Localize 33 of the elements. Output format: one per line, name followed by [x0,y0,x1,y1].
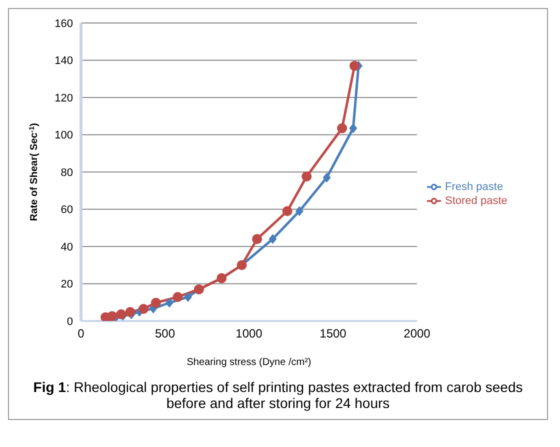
point [350,60,360,71]
x-tick-label: 0 [78,326,85,341]
y-tick-label: 160 [54,18,73,30]
point [150,298,161,308]
x-tick-label: 1000 [236,326,263,341]
x-tick-label: 1500 [320,326,347,341]
y-tick-label: 40 [60,241,73,254]
x-axis-title: Shearing stress (Dyne /cm²) [186,357,312,368]
point [282,206,292,216]
y-tick-label: 140 [54,55,73,68]
point [107,311,118,321]
point [252,234,262,244]
x-tick-label: 2000 [404,326,431,341]
point [172,292,183,302]
y-tick-label: 120 [54,92,73,104]
legend-label: Fresh paste [445,180,504,193]
y-tick-label: 0 [66,316,73,328]
point [184,292,192,302]
legend-label: Stored paste [445,194,508,207]
y-tick-label: 60 [60,204,73,216]
point [337,123,348,134]
text: Fig 1: Rheological properties of self printing pastes extracted from carob seeds before and after storing for 24 hours [32,379,524,413]
point [268,234,277,244]
point [349,123,358,134]
point [138,304,148,314]
point [322,172,331,183]
point [295,206,304,216]
y-tick-label: 80 [60,166,73,179]
point [165,298,174,308]
y-tick-label: 20 [60,278,73,291]
x-tick-label: 500 [154,326,176,341]
y-tick-label: 100 [54,130,73,142]
point [302,171,312,182]
